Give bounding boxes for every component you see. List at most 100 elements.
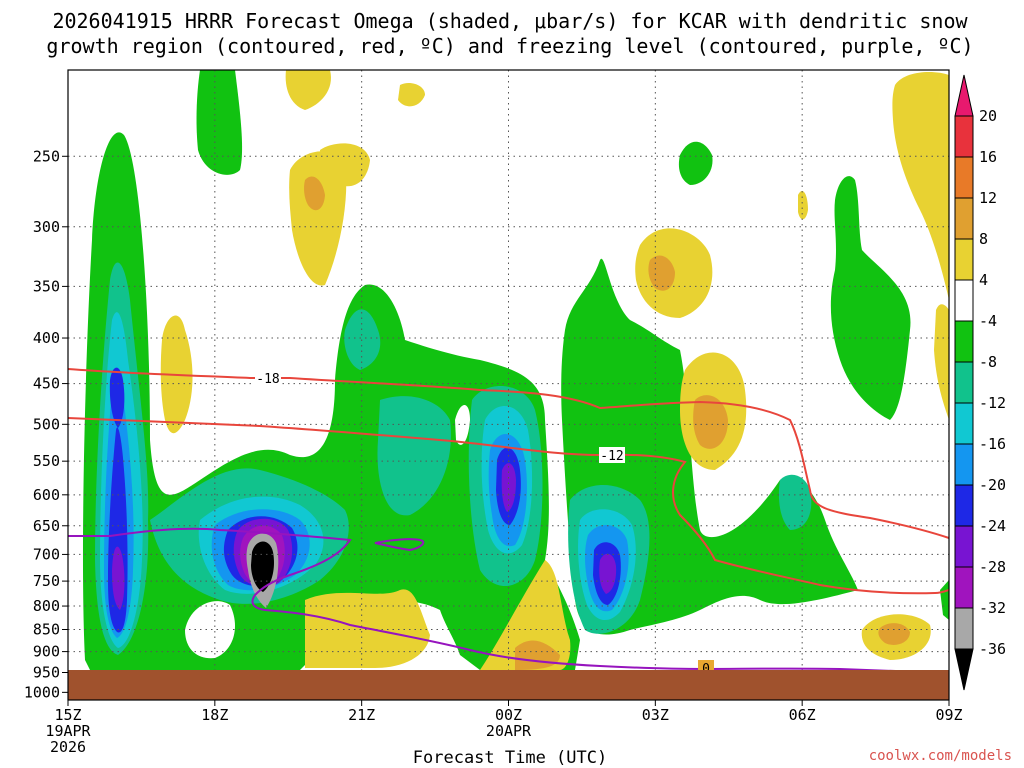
omega-region-yellow (934, 304, 949, 420)
y-tick-label: 400 (33, 329, 60, 347)
contour-label-bg (599, 447, 625, 463)
colorbar-swatch (954, 484, 974, 527)
colorbar-tick-label: 16 (979, 148, 997, 166)
colorbar-tick-label: -8 (979, 353, 997, 371)
omega-region-yellow (320, 143, 370, 187)
contour-freezing-level (374, 538, 425, 552)
y-tick-label: 850 (33, 620, 60, 638)
y-tick-label: 950 (33, 664, 60, 682)
x-tick-sublabel: 20APR (486, 722, 532, 740)
omega-region-black (251, 541, 274, 592)
chart-title-line-1: 2026041915 HRRR Forecast Omega (shaded, … (52, 9, 968, 33)
x-tick-label: 18Z (201, 706, 228, 724)
colorbar-tick-label: -36 (979, 640, 1006, 658)
colorbar-tick-label: -24 (979, 517, 1006, 535)
colorbar-tick-label: -12 (979, 394, 1006, 412)
contour-minus12 (67, 417, 950, 595)
colorbar-tick-label: 12 (979, 189, 997, 207)
x-tick-label: 09Z (935, 706, 962, 724)
colorbar-swatch (954, 361, 974, 404)
omega-region-green (830, 176, 911, 420)
omega-region-orange (693, 395, 728, 449)
y-tick-label: 300 (33, 218, 60, 236)
colorbar-swatch (954, 238, 974, 281)
omega-shading (82, 70, 949, 671)
x-tick-label: 21Z (348, 706, 375, 724)
omega-region-white (185, 601, 235, 659)
chart-title-line-2: growth region (contoured, red, ºC) and f… (46, 34, 973, 58)
x-tick-sublabel: 19APR (45, 722, 91, 740)
colorbar-tick-label: 4 (979, 271, 988, 289)
omega-region-violet (501, 463, 516, 512)
x-tick-label: 00Z (495, 706, 522, 724)
x-tick-sublabel: 2026 (50, 738, 86, 756)
y-tick-label: 550 (33, 452, 60, 470)
contour-label-minus12: -12 (600, 449, 623, 464)
x-tick-label: 15Z (54, 706, 81, 724)
omega-region-yellow (285, 70, 331, 110)
colorbar-tick-label: -20 (979, 476, 1006, 494)
omega-region-teal (344, 309, 381, 370)
y-tick-label: 600 (33, 486, 60, 504)
omega-region-teal (778, 474, 812, 530)
omega-region-orange (878, 623, 910, 645)
colorbar-tick-label: -16 (979, 435, 1006, 453)
omega-region-green (678, 141, 713, 185)
x-axis-label: Forecast Time (UTC) (413, 748, 607, 768)
colorbar: 20 16 12 8 4 -4 -8 -12 -16 -20 -24 -28 -32 -36 (954, 74, 1006, 691)
colorbar-swatch (954, 443, 974, 486)
colorbar-swatch (954, 156, 974, 199)
colorbar-tick-label: -28 (979, 558, 1006, 576)
contour-label-minus18: -18 (256, 372, 279, 387)
y-tick-label: 750 (33, 572, 60, 590)
colorbar-swatch (954, 115, 974, 158)
y-tick-label: 650 (33, 517, 60, 535)
omega-region-yellow (480, 560, 571, 670)
omega-region-orange (304, 176, 325, 211)
contour-freezing-level (68, 527, 950, 674)
omega-region-violet (599, 553, 617, 594)
contour-minus18 (67, 368, 950, 539)
colorbar-swatch (954, 566, 974, 609)
omega-region-yellow (289, 151, 347, 286)
contour-label-zero: 0 (702, 662, 710, 677)
colorbar-tick-label: -4 (979, 312, 997, 330)
omega-region-violet (112, 546, 125, 610)
y-tick-label: 450 (33, 375, 60, 393)
colorbar-swatch (954, 402, 974, 445)
y-tick-label: 350 (33, 277, 60, 295)
y-tick-label: 250 (33, 147, 60, 165)
omega-region-yellow (892, 72, 949, 301)
y-axis: 250 300 350 400 450 500 550 600 650 700 750 800 850 9… (24, 147, 68, 701)
colorbar-swatch (954, 320, 974, 363)
colorbar-swatch (954, 525, 974, 568)
omega-region-green (196, 70, 243, 175)
colorbar-tick-label: 20 (979, 107, 997, 125)
terrain-band (68, 670, 949, 700)
y-tick-label: 800 (33, 597, 60, 615)
colorbar-swatch (954, 197, 974, 240)
colorbar-tick-label: -32 (979, 599, 1006, 617)
x-tick-label: 03Z (642, 706, 669, 724)
omega-region-yellow (398, 83, 425, 107)
y-tick-label: 500 (33, 415, 60, 433)
omega-region-orange (648, 255, 675, 291)
colorbar-swatch (954, 648, 974, 691)
omega-region-yellow (798, 190, 808, 220)
contour-label-bg (255, 370, 281, 386)
omega-region-green (940, 580, 949, 620)
colorbar-swatch (954, 74, 974, 117)
y-tick-label: 900 (33, 643, 60, 661)
x-tick-label: 06Z (789, 706, 816, 724)
omega-region-white (455, 405, 470, 445)
omega-region-teal (377, 396, 451, 516)
colorbar-swatch (954, 279, 974, 322)
credit-text: coolwx.com/models (869, 748, 1012, 764)
colorbar-tick-label: 8 (979, 230, 988, 248)
y-tick-label: 700 (33, 545, 60, 563)
plot-area: -18 -12 0 (67, 69, 950, 701)
y-tick-label: 1000 (24, 683, 60, 701)
colorbar-swatch (954, 607, 974, 650)
